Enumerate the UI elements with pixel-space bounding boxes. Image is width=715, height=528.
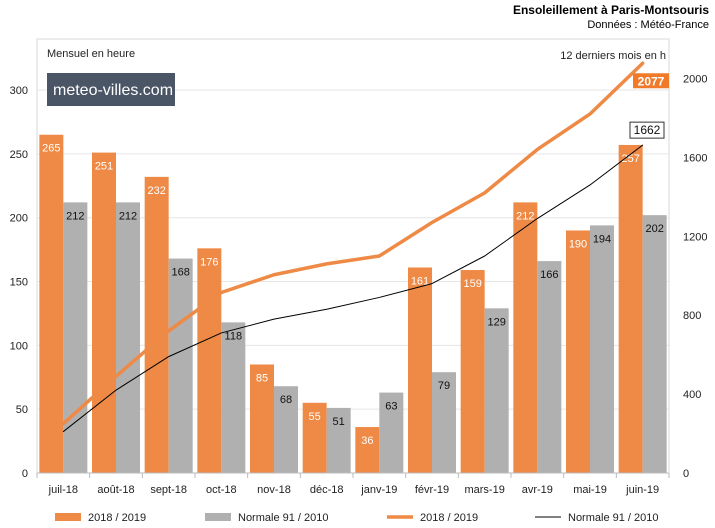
bar-2018-2019 (144, 176, 169, 473)
bar-value-label: 68 (280, 394, 292, 406)
bar-2018-2019 (566, 230, 590, 473)
end-label-box (629, 121, 665, 139)
bar-value-label: 63 (385, 401, 397, 413)
end-label-box (633, 73, 669, 89)
bar-normale (63, 202, 88, 473)
right-tick-label: 400 (683, 389, 701, 401)
bar-value-label: 212 (516, 210, 534, 222)
bar-normale (537, 261, 562, 473)
bar-value-label: 190 (569, 238, 587, 250)
logo-text: meteo-villes.com (53, 82, 173, 99)
bar-value-label: 166 (540, 269, 558, 281)
end-label-normale: 1662 (634, 123, 661, 137)
right-tick-label: 1600 (683, 152, 707, 164)
bar-2018-2019 (513, 202, 538, 473)
bar-value-label: 194 (593, 233, 611, 245)
left-tick-label: 250 (10, 149, 28, 161)
right-tick-label: 0 (683, 468, 689, 480)
lines-group: 2077 1662 (61, 61, 669, 433)
x-tick-label: déc-18 (310, 484, 344, 496)
bar-normale (326, 407, 351, 473)
bar-value-label: 118 (225, 330, 243, 342)
x-tick-label: janv-19 (360, 484, 397, 496)
left-axis-title: Mensuel en heure (47, 48, 135, 60)
legend-label: 2018 / 2019 (420, 512, 478, 524)
bar-normale (168, 258, 193, 473)
bar-value-label: 212 (66, 210, 84, 222)
logo-background (47, 73, 175, 106)
bar-normale (642, 215, 667, 473)
plot-area (36, 38, 670, 474)
left-tick-label: 100 (10, 340, 28, 352)
chart-title: Ensoleillement à Paris-Montsouris (513, 3, 709, 17)
axis-ticks: 0 50 100 150 200 250 300 0 400 800 1200 1600 2000 jui… (10, 73, 708, 496)
bar-value-label: 168 (171, 267, 189, 279)
bar-value-label: 51 (333, 416, 345, 428)
bar-value-label: 232 (147, 185, 165, 197)
right-axis-title: 12 derniers mois en h (560, 50, 666, 62)
bar-normale (484, 308, 509, 473)
right-tick-label: 2000 (683, 73, 707, 85)
left-tick-label: 50 (16, 404, 28, 416)
bar-value-label: 159 (463, 278, 481, 290)
bar-normale (432, 372, 456, 473)
bar-2018-2019 (250, 364, 274, 473)
x-tick-label: févr-19 (415, 484, 449, 496)
bar-value-label: 251 (95, 161, 113, 173)
bar-normale (221, 322, 246, 473)
x-tick-label: nov-18 (257, 484, 291, 496)
bar-value-label: 265 (42, 143, 60, 155)
legend-label: Normale 91 / 2010 (568, 512, 659, 524)
bar-2018-2019 (355, 427, 380, 473)
x-tick-label: août-18 (97, 484, 134, 496)
right-tick-label: 800 (683, 310, 701, 322)
line-2018-2019 (61, 61, 645, 426)
bar-value-label: 129 (487, 316, 505, 328)
right-tick-label: 1200 (683, 231, 707, 243)
bar-2018-2019 (460, 270, 485, 473)
bar-normale (274, 386, 298, 473)
legend-bar-swatch (55, 513, 81, 521)
bar-2018-2019 (197, 248, 222, 473)
bar-value-label: 36 (361, 435, 373, 447)
grid-lines (37, 89, 669, 410)
line-normale (62, 144, 644, 433)
left-tick-label: 0 (22, 468, 28, 480)
x-tick-label: juin-19 (625, 484, 659, 496)
chart-source: Données : Météo-France (587, 19, 709, 31)
logo: meteo-villes.com (47, 73, 175, 106)
end-label-2018-2019: 2077 (638, 74, 665, 88)
x-tick-label: juil-18 (48, 484, 78, 496)
bar-2018-2019 (302, 402, 327, 473)
legend-label: Normale 91 / 2010 (238, 512, 329, 524)
bar-normale (379, 392, 404, 473)
bar-normale (590, 225, 614, 473)
x-tick-label: oct-18 (206, 484, 237, 496)
legend-label: 2018 / 2019 (88, 512, 146, 524)
bars-group: 265 251 232 176 85 55 36 161 159 212 190 257 212 212 1… (39, 134, 667, 473)
left-tick-label: 200 (10, 213, 28, 225)
x-tick-label: mars-19 (464, 484, 504, 496)
x-tick-label: avr-19 (522, 484, 553, 496)
legend: 2018 / 2019 Normale 91 / 2010 2018 / 2019 N… (55, 512, 659, 524)
bar-value-label: 212 (119, 210, 137, 222)
x-tick-label: mai-19 (573, 484, 607, 496)
bar-value-label: 176 (200, 256, 218, 268)
bar-value-label: 202 (645, 223, 663, 235)
bar-value-label: 79 (438, 380, 450, 392)
bar-value-label: 257 (621, 153, 639, 165)
left-tick-label: 150 (10, 277, 28, 289)
x-tick-label: sept-18 (150, 484, 187, 496)
bar-2018-2019 (92, 152, 116, 473)
bar-2018-2019 (618, 144, 643, 473)
legend-bar-swatch (205, 513, 231, 521)
bar-2018-2019 (39, 134, 64, 473)
bar-value-label: 85 (256, 373, 268, 385)
bar-2018-2019 (408, 267, 432, 473)
bar-normale (116, 202, 140, 473)
bar-value-label: 55 (309, 411, 321, 423)
bar-value-label: 161 (411, 275, 429, 287)
left-tick-label: 300 (10, 85, 28, 97)
